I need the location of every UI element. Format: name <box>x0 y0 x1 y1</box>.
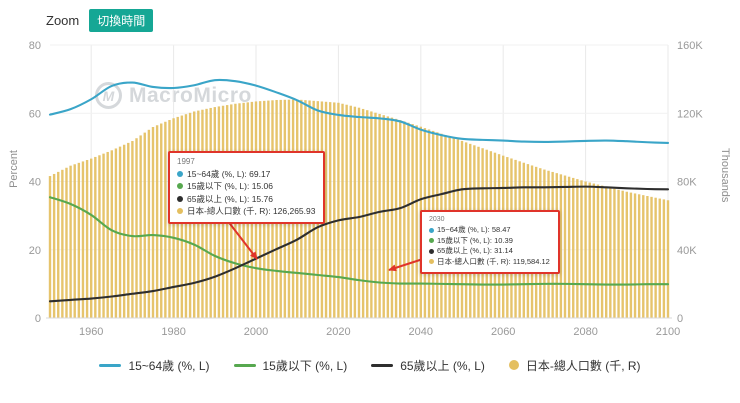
tooltip-value: 15歲以下 (%, L): 15.06 <box>187 181 273 192</box>
svg-text:0: 0 <box>35 313 41 325</box>
working-age-dot-icon <box>429 227 434 233</box>
tooltip-row: 65歲以上 (%, L): 15.76 <box>177 193 315 205</box>
population-dot-icon <box>429 259 434 265</box>
legend-item-working-age[interactable]: 15~64歲 (%, L) <box>99 357 210 374</box>
legend-item-population[interactable]: 日本-總人口數 (千, R) <box>508 357 641 374</box>
line-swatch-icon <box>233 363 256 367</box>
svg-text:20: 20 <box>29 245 41 257</box>
chart-legend: 15~64歲 (%, L) 15歲以下 (%, L) 65歲以上 (%, L) … <box>0 351 740 379</box>
svg-text:40K: 40K <box>677 245 697 257</box>
over-65-dot-icon <box>177 195 183 202</box>
tooltip-value: 65歲以上 (%, L): 31.14 <box>437 246 513 255</box>
legend-label: 15~64歲 (%, L) <box>128 358 210 373</box>
chart-tooltip-1997: 1997 15~64歲 (%, L): 69.17 15歲以下 (%, L): … <box>168 151 326 225</box>
population-bars <box>48 99 670 319</box>
left-axis-title: Percent <box>8 150 20 188</box>
svg-text:2020: 2020 <box>326 326 350 338</box>
tooltip-row: 15~64歲 (%, L): 58.47 <box>429 225 550 236</box>
svg-text:2000: 2000 <box>244 326 268 338</box>
line-swatch-icon <box>371 363 394 367</box>
svg-text:60: 60 <box>29 108 41 120</box>
population-chart-plot[interactable]: 1960 1980 2000 2020 2040 2060 2080 210002040608… <box>0 30 740 346</box>
tooltip-year: 2030 <box>429 216 445 223</box>
tooltip-value: 15~64歲 (%, L): 58.47 <box>437 225 511 234</box>
right-axis-title: Thousands <box>719 148 731 203</box>
population-dot-icon <box>177 208 183 215</box>
svg-text:2060: 2060 <box>491 326 515 338</box>
series-line <box>48 196 670 286</box>
svg-text:2080: 2080 <box>573 326 597 338</box>
working-age-dot-icon <box>177 171 183 178</box>
under-15-dot-icon <box>429 238 434 244</box>
tooltip-row: 15歲以下 (%, L): 10.39 <box>429 236 550 247</box>
circle-swatch-icon <box>508 360 519 370</box>
svg-text:80K: 80K <box>677 177 697 189</box>
tooltip-value: 日本-總人口數 (千, R): 119,584.12 <box>437 256 550 266</box>
tooltip-row: 65歲以上 (%, L): 31.14 <box>429 246 550 257</box>
legend-label: 日本-總人口數 (千, R) <box>525 358 641 373</box>
tooltip-year: 1997 <box>177 157 195 166</box>
legend-label: 15歲以下 (%, L) <box>262 358 348 373</box>
svg-text:160K: 160K <box>677 40 703 52</box>
svg-text:1960: 1960 <box>79 326 103 338</box>
tick-labels: 1960 1980 2000 2020 2040 2060 2080 210002040608… <box>29 40 704 338</box>
tooltip-row: 15歲以下 (%, L): 15.06 <box>177 180 315 192</box>
legend-item-over-65[interactable]: 65歲以上 (%, L) <box>371 357 485 374</box>
annotation-arrow <box>388 257 427 272</box>
under-15-dot-icon <box>177 183 183 190</box>
chart-toolbar: Zoom 切換時間 <box>46 9 154 32</box>
svg-text:40: 40 <box>29 177 41 189</box>
line-swatch-icon <box>99 363 122 367</box>
series-line <box>48 78 670 144</box>
tooltip-row: 日本-總人口數 (千, R): 126,265.93 <box>177 205 315 217</box>
svg-text:2100: 2100 <box>656 326 680 338</box>
svg-text:0: 0 <box>677 313 683 325</box>
tooltip-value: 15~64歲 (%, L): 69.17 <box>187 169 271 179</box>
legend-item-under-15[interactable]: 15歲以下 (%, L) <box>233 357 348 374</box>
series-line <box>48 185 670 303</box>
zoom-label: Zoom <box>46 13 80 28</box>
svg-text:2040: 2040 <box>409 326 433 338</box>
svg-text:120K: 120K <box>677 108 703 120</box>
tooltip-row: 15~64歲 (%, L): 69.17 <box>177 168 315 180</box>
legend-label: 65歲以上 (%, L) <box>400 358 485 373</box>
over-65-dot-icon <box>429 248 434 254</box>
tooltip-row: 日本-總人口數 (千, R): 119,584.12 <box>429 257 550 268</box>
watermark-text: MacroMicro <box>129 83 252 107</box>
tooltip-value: 65歲以上 (%, L): 15.76 <box>187 193 273 204</box>
tooltip-value: 15歲以下 (%, L): 10.39 <box>437 235 513 245</box>
switch-time-button[interactable]: 切換時間 <box>89 9 154 32</box>
chart-tooltip-2030: 2030 15~64歲 (%, L): 58.47 15歲以下 (%, L): … <box>420 210 560 274</box>
tooltip-value: 日本-總人口數 (千, R): 126,265.93 <box>187 205 316 216</box>
svg-text:1980: 1980 <box>161 326 185 338</box>
svg-text:80: 80 <box>29 40 41 52</box>
